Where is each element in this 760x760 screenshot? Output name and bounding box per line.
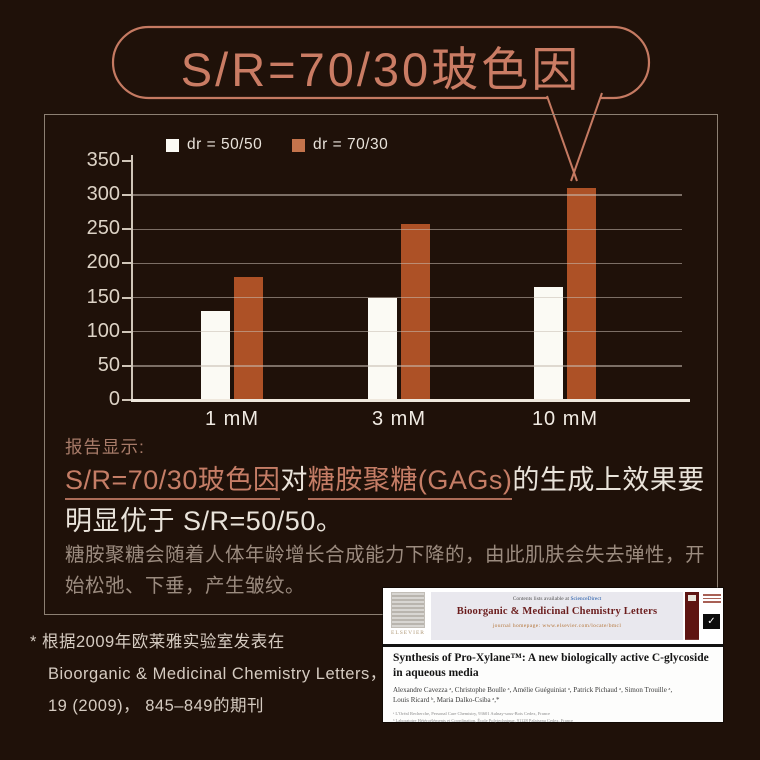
footnote: * 根据2009年欧莱雅实验室发表在 Bioorganic & Medicina… — [30, 626, 387, 723]
y-axis-tick — [122, 194, 131, 197]
x-tick-label: 3 mM — [372, 408, 426, 430]
footnote-line-2: Bioorganic & Medicinal Chemistry Letters… — [48, 665, 387, 684]
sciencedirect-link: ScienceDirect — [570, 596, 602, 602]
journal-divider — [383, 644, 723, 647]
elsevier-wordmark: ELSEVIER — [391, 630, 425, 636]
y-tick-label: 100 — [86, 319, 120, 342]
footnote-line-1: * 根据2009年欧莱雅实验室发表在 — [30, 633, 285, 651]
spine-label — [688, 595, 696, 601]
elsevier-tree-icon — [391, 592, 425, 628]
tiny-red-text — [703, 601, 721, 603]
contents-line: Contents lists available at ScienceDirec… — [512, 596, 602, 602]
legend-label: dr = 50/50 — [187, 136, 263, 153]
x-tick-label: 10 mM — [531, 408, 599, 430]
x-tick-label: 1 mM — [205, 408, 259, 430]
legend-swatch — [166, 138, 179, 152]
y-tick-label: 250 — [86, 217, 120, 240]
tiny-red-text — [703, 597, 721, 599]
bar-dr=50/50-1mM — [201, 311, 230, 400]
x-axis-line — [131, 399, 690, 402]
report-statement: S/R=70/30玻色因对糖胺聚糖(GAGs)的生成上效果要明显优于 S/R=5… — [65, 460, 715, 541]
journal-cover-spine — [685, 592, 699, 640]
legend-item-dr=50/50: dr = 50/50 — [166, 136, 262, 154]
y-axis-tick — [122, 330, 131, 333]
y-axis-tick — [122, 262, 131, 265]
journal-screenshot: ELSEVIER Contents lists available at Sci… — [383, 588, 723, 724]
bar-dr=70/30-10mM — [567, 188, 596, 400]
elsevier-logo: ELSEVIER — [388, 592, 428, 640]
bubble-title: S/R=70/30玻色因 — [180, 42, 582, 96]
y-tick-label: 150 — [86, 285, 120, 308]
bar-dr=50/50-10mM — [534, 287, 563, 400]
y-tick-label: 300 — [86, 183, 120, 206]
journal-body: Synthesis of Pro-Xylane™: A new biologic… — [393, 651, 715, 724]
y-axis-tick — [122, 160, 131, 162]
y-axis-tick — [122, 228, 131, 231]
legend-swatch — [292, 138, 305, 152]
statement-emph-1: S/R=70/30玻色因 — [65, 465, 281, 500]
checkmark-badge-icon: ✓ — [703, 614, 720, 629]
statement-plain-1: 对 — [280, 465, 308, 495]
statement-emph-2: 糖胺聚糖(GAGs) — [307, 465, 513, 500]
y-tick-label: 0 — [108, 388, 120, 410]
bar-dr=70/30-3mM — [401, 223, 430, 400]
y-axis-tick — [122, 399, 131, 401]
journal-header-right: ✓ — [701, 592, 723, 640]
paper-title-line-1: Synthesis of Pro-Xylane™: A new biologic… — [393, 652, 709, 664]
statement-plain-2: 的生成上效果要明显优于 S/R=50/50。 — [65, 465, 705, 536]
grid-line — [131, 228, 682, 231]
content-box — [44, 114, 718, 615]
report-note: 糖胺聚糖会随着人体年龄增长合成能力下降的，由此肌肤会失去弹性，开始松弛、下垂，产… — [65, 544, 706, 598]
y-axis-tick — [122, 364, 131, 367]
journal-homepage: journal homepage: www.elsevier.com/locat… — [492, 623, 622, 629]
y-axis-line — [131, 155, 133, 400]
grid-line — [131, 365, 682, 367]
journal-title: Bioorganic & Medicinal Chemistry Letters — [456, 606, 658, 617]
tiny-red-text — [703, 594, 721, 596]
report-label: 报告显示: — [65, 437, 145, 457]
grid-line — [131, 262, 682, 265]
y-tick-label: 50 — [97, 353, 120, 376]
y-axis-tick — [122, 296, 131, 299]
grid-line — [131, 296, 682, 299]
y-tick-label: 350 — [86, 149, 120, 171]
bar-dr=70/30-1mM — [234, 277, 263, 400]
journal-banner: Contents lists available at ScienceDirec… — [431, 592, 683, 640]
grid-line — [131, 194, 682, 196]
paper-authors: Alexandre Cavezza ᵃ, Christophe Boulle ᵃ… — [393, 685, 673, 705]
bar-dr=50/50-3mM — [368, 297, 397, 400]
y-tick-label: 200 — [86, 251, 120, 274]
grid-line — [131, 330, 682, 333]
paper-affiliations: ᵃ L'Oréal Recherche, Personal Care Chemi… — [393, 710, 574, 724]
paper-title-line-2: in aqueous media — [393, 666, 479, 679]
legend-label: dr = 70/30 — [313, 136, 389, 153]
legend-item-dr=70/30: dr = 70/30 — [292, 136, 388, 154]
footnote-line-3: 19 (2009)， 845–849的期刊 — [48, 697, 264, 716]
journal-header: ELSEVIER Contents lists available at Sci… — [383, 588, 723, 644]
